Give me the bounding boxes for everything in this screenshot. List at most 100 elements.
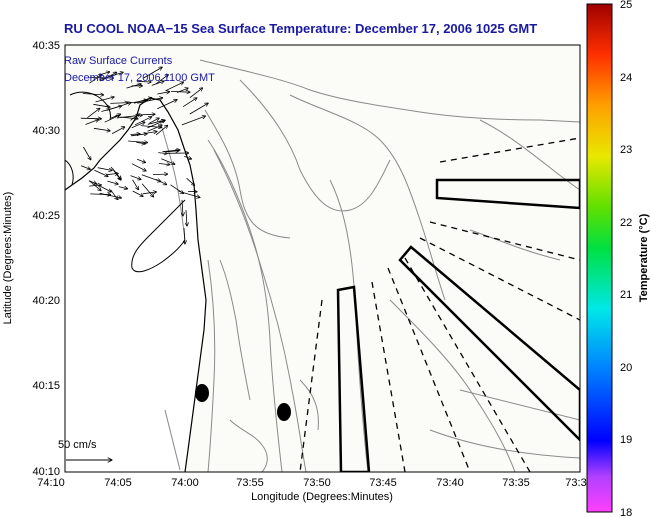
current-vector bbox=[161, 158, 175, 165]
current-vector bbox=[189, 88, 203, 99]
current-vector bbox=[142, 192, 157, 194]
current-vector bbox=[87, 108, 100, 119]
current-vector bbox=[110, 103, 128, 104]
plot-frame bbox=[64, 44, 581, 473]
current-vector bbox=[182, 199, 183, 216]
current-vector bbox=[80, 165, 91, 170]
colorbar-tick: 24 bbox=[620, 72, 632, 84]
x-tick-label: 74:00 bbox=[171, 477, 199, 489]
current-vector bbox=[170, 91, 190, 92]
current-vector bbox=[130, 175, 142, 180]
current-vector bbox=[132, 179, 139, 190]
current-vector bbox=[132, 190, 144, 197]
current-vector bbox=[99, 72, 123, 80]
current-vector bbox=[162, 150, 181, 152]
x-tick-label: 73:45 bbox=[369, 477, 397, 489]
current-vector bbox=[85, 120, 99, 125]
current-vector bbox=[140, 126, 162, 128]
plot-area bbox=[65, 45, 580, 472]
current-vector bbox=[133, 98, 152, 104]
current-vector bbox=[158, 164, 170, 165]
current-vector bbox=[110, 114, 121, 119]
current-vector bbox=[141, 183, 154, 197]
current-vector bbox=[106, 173, 118, 174]
current-vector bbox=[93, 103, 110, 107]
current-vector bbox=[186, 209, 187, 226]
surface-current-vectors bbox=[80, 67, 209, 244]
current-vector bbox=[136, 81, 152, 82]
current-vector bbox=[184, 155, 191, 159]
current-vector bbox=[186, 177, 195, 185]
current-vector bbox=[151, 81, 164, 86]
current-vector bbox=[83, 146, 91, 160]
x-axis: 74:10 74:05 74:00 73:55 73:50 73:45 73:4… bbox=[37, 477, 586, 503]
current-vector bbox=[101, 106, 121, 112]
sampling-boxes bbox=[336, 178, 580, 472]
current-vector bbox=[118, 187, 128, 189]
colorbar-tick: 22 bbox=[620, 217, 632, 229]
scale-label: 50 cm/s bbox=[58, 439, 97, 451]
current-vector bbox=[189, 103, 209, 115]
current-vector bbox=[165, 82, 183, 92]
y-tick-label: 40:25 bbox=[32, 210, 60, 222]
current-vector bbox=[94, 169, 108, 176]
bathymetry-contours bbox=[159, 59, 580, 472]
current-vector bbox=[155, 125, 168, 136]
current-vector bbox=[130, 134, 140, 135]
x-tick-label: 73:50 bbox=[303, 477, 331, 489]
current-vector bbox=[184, 227, 185, 244]
currents-annotation-line2: December 17, 2006 1100 GMT bbox=[64, 72, 215, 84]
colorbar-label: Temperature (°C) bbox=[638, 213, 650, 302]
current-vector bbox=[93, 182, 112, 192]
current-vector bbox=[93, 127, 110, 131]
current-vector bbox=[155, 75, 169, 85]
current-vector bbox=[181, 116, 206, 126]
current-vector bbox=[82, 94, 104, 95]
current-vector bbox=[131, 163, 146, 171]
y-tick-label: 40:35 bbox=[32, 40, 60, 52]
current-vector bbox=[157, 100, 177, 110]
current-vector bbox=[107, 180, 118, 184]
current-vector bbox=[149, 118, 159, 124]
current-vector bbox=[89, 185, 101, 186]
current-vector bbox=[137, 158, 146, 162]
temperature-colorbar: 25 24 23 22 21 20 19 18 Temperature (°C) bbox=[586, 0, 650, 518]
current-vector bbox=[143, 67, 163, 79]
buoy-marker bbox=[195, 384, 209, 402]
current-vector bbox=[134, 117, 152, 126]
colorbar-tick: 23 bbox=[620, 144, 632, 156]
coastline bbox=[65, 97, 207, 472]
y-tick-label: 40:20 bbox=[32, 295, 60, 307]
map-title: RU COOL NOAA−15 Sea Surface Temperature:… bbox=[64, 21, 537, 36]
inlet-coast bbox=[131, 199, 186, 273]
current-vector bbox=[128, 141, 148, 143]
colorbar-tick: 19 bbox=[620, 434, 632, 446]
current-vector bbox=[157, 92, 169, 95]
x-axis-label: Longitude (Degrees:Minutes) bbox=[251, 491, 393, 503]
colorbar-tick: 25 bbox=[620, 0, 632, 11]
current-vector bbox=[182, 98, 197, 108]
x-tick-label: 74:05 bbox=[104, 477, 132, 489]
colorbar-tick: 18 bbox=[620, 507, 632, 518]
current-vector bbox=[158, 153, 167, 154]
x-tick-label: 73:35 bbox=[502, 477, 530, 489]
current-vector bbox=[112, 127, 125, 134]
bay-coast bbox=[65, 91, 111, 186]
y-axis-label: Latitude (Degrees:Minutes) bbox=[2, 192, 14, 325]
buoy-marker bbox=[277, 403, 291, 421]
radar-beam-lines bbox=[299, 137, 580, 472]
x-tick-label: 73:55 bbox=[236, 477, 264, 489]
x-tick-label: 74:10 bbox=[37, 477, 65, 489]
current-vector bbox=[130, 114, 140, 121]
current-vector bbox=[141, 174, 161, 182]
current-vector bbox=[170, 184, 184, 194]
current-vector bbox=[97, 167, 113, 171]
current-vector bbox=[90, 194, 111, 195]
x-tick-label: 73:40 bbox=[436, 477, 464, 489]
current-vector bbox=[126, 84, 141, 89]
current-vector bbox=[95, 97, 115, 103]
currents-annotation-line1: Raw Surface Currents bbox=[64, 55, 173, 67]
y-tick-label: 40:15 bbox=[32, 380, 60, 392]
y-axis: 40:35 40:30 40:25 40:20 40:15 40:10 Lati… bbox=[2, 40, 60, 478]
